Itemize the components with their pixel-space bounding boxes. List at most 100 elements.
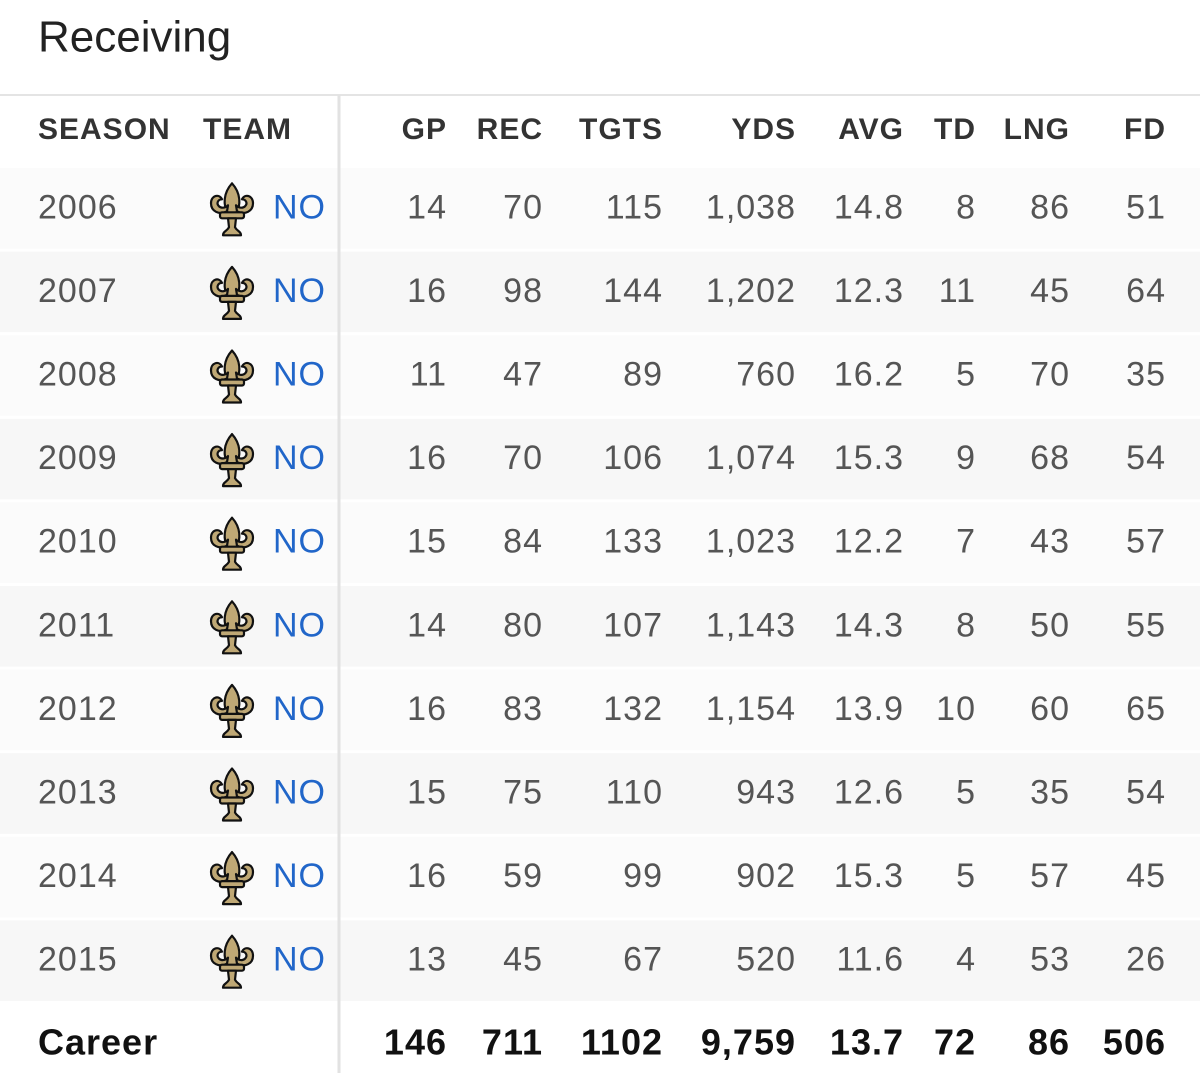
column-header: FD xyxy=(1124,113,1166,146)
stat-cell: 70 xyxy=(503,439,543,477)
stat-cell: 57 xyxy=(1030,857,1070,895)
career-total: 72 xyxy=(934,1022,976,1063)
season: 2007 xyxy=(38,272,118,310)
stat-cell: 55 xyxy=(1126,606,1166,644)
career-total: 13.7 xyxy=(830,1022,904,1063)
team-link: NO xyxy=(273,188,326,226)
team-link: NO xyxy=(273,355,326,393)
column-header: YDS xyxy=(731,113,796,146)
stat-cell: 5 xyxy=(956,773,976,811)
stat-cell: 45 xyxy=(503,941,543,979)
column-header: LNG xyxy=(1004,113,1070,146)
stat-cell: 11 xyxy=(410,355,447,393)
stat-cell: 943 xyxy=(736,773,796,811)
row-bg xyxy=(0,669,1200,751)
stat-cell: 45 xyxy=(1030,272,1070,310)
column-header: AVG xyxy=(838,113,904,146)
row-bg xyxy=(0,168,1200,249)
team-link: NO xyxy=(273,773,326,811)
career-label: Career xyxy=(38,1022,158,1063)
team-link: NO xyxy=(273,272,326,310)
stat-cell: 54 xyxy=(1126,773,1166,811)
stat-cell: 110 xyxy=(606,773,663,811)
team-link: NO xyxy=(273,523,326,561)
stat-cell: 1,143 xyxy=(706,606,796,644)
stat-cell: 9 xyxy=(956,439,976,477)
row-bg xyxy=(0,920,1200,1001)
section-title: Receiving xyxy=(38,13,231,62)
stat-cell: 132 xyxy=(603,690,663,728)
stat-cell: 16 xyxy=(407,439,447,477)
stat-cell: 83 xyxy=(503,690,543,728)
stat-cell: 98 xyxy=(503,272,543,310)
season: 2010 xyxy=(38,523,118,561)
stat-cell: 16 xyxy=(407,857,447,895)
column-header: REC xyxy=(477,113,543,146)
stat-cell: 13 xyxy=(407,941,447,979)
stat-cell: 59 xyxy=(503,857,543,895)
row-bg xyxy=(0,335,1200,416)
stat-cell: 35 xyxy=(1126,355,1166,393)
stat-cell: 14.3 xyxy=(834,606,904,644)
stat-cell: 902 xyxy=(736,857,796,895)
career-total: 711 xyxy=(482,1022,543,1063)
row-bg xyxy=(0,753,1200,834)
stat-cell: 64 xyxy=(1126,272,1166,310)
stat-cell: 15 xyxy=(407,523,447,561)
season: 2011 xyxy=(38,606,115,644)
stat-cell: 70 xyxy=(1030,355,1070,393)
team-link: NO xyxy=(273,606,326,644)
stat-cell: 5 xyxy=(956,857,976,895)
stat-cell: 53 xyxy=(1030,941,1070,979)
season: 2006 xyxy=(38,188,118,226)
stat-cell: 12.3 xyxy=(834,272,904,310)
stat-cell: 15.3 xyxy=(834,439,904,477)
season: 2014 xyxy=(38,857,118,895)
stat-cell: 1,023 xyxy=(706,523,796,561)
career-total: 506 xyxy=(1103,1022,1166,1063)
stat-cell: 13.9 xyxy=(834,690,904,728)
row-bg xyxy=(0,251,1200,333)
stat-cell: 8 xyxy=(956,606,976,644)
season: 2008 xyxy=(38,355,118,393)
stat-cell: 65 xyxy=(1126,690,1166,728)
season: 2013 xyxy=(38,773,118,811)
stat-cell: 12.2 xyxy=(834,523,904,561)
stat-cell: 4 xyxy=(956,941,976,979)
stat-cell: 70 xyxy=(503,188,543,226)
row-bg xyxy=(0,836,1200,918)
column-header: TD xyxy=(934,113,976,146)
row-bg xyxy=(0,586,1200,667)
stat-cell: 1,038 xyxy=(706,188,796,226)
stat-cell: 86 xyxy=(1030,188,1070,226)
column-header: SEASON xyxy=(38,113,171,146)
stat-cell: 14 xyxy=(407,606,447,644)
stat-cell: 15.3 xyxy=(834,857,904,895)
stat-cell: 133 xyxy=(603,523,663,561)
career-total: 9,759 xyxy=(701,1022,796,1063)
stat-cell: 107 xyxy=(603,606,663,644)
team-link: NO xyxy=(273,690,326,728)
stat-cell: 106 xyxy=(603,439,663,477)
stat-cell: 45 xyxy=(1126,857,1166,895)
season: 2012 xyxy=(38,690,118,728)
stat-cell: 54 xyxy=(1126,439,1166,477)
stat-cell: 50 xyxy=(1030,606,1070,644)
stat-cell: 67 xyxy=(623,941,663,979)
stat-cell: 57 xyxy=(1126,523,1166,561)
stat-cell: 89 xyxy=(623,355,663,393)
stat-cell: 760 xyxy=(736,355,796,393)
column-header: TGTS xyxy=(579,113,663,146)
stat-cell: 1,074 xyxy=(706,439,796,477)
column-header: TEAM xyxy=(203,113,292,146)
stat-cell: 60 xyxy=(1030,690,1070,728)
stat-cell: 1,154 xyxy=(706,690,796,728)
stat-cell: 26 xyxy=(1126,941,1166,979)
stat-cell: 7 xyxy=(956,523,976,561)
stat-cell: 14.8 xyxy=(834,188,904,226)
row-bg xyxy=(0,418,1200,500)
stat-cell: 1,202 xyxy=(706,272,796,310)
stat-cell: 11.6 xyxy=(836,941,904,979)
stat-cell: 10 xyxy=(936,690,976,728)
